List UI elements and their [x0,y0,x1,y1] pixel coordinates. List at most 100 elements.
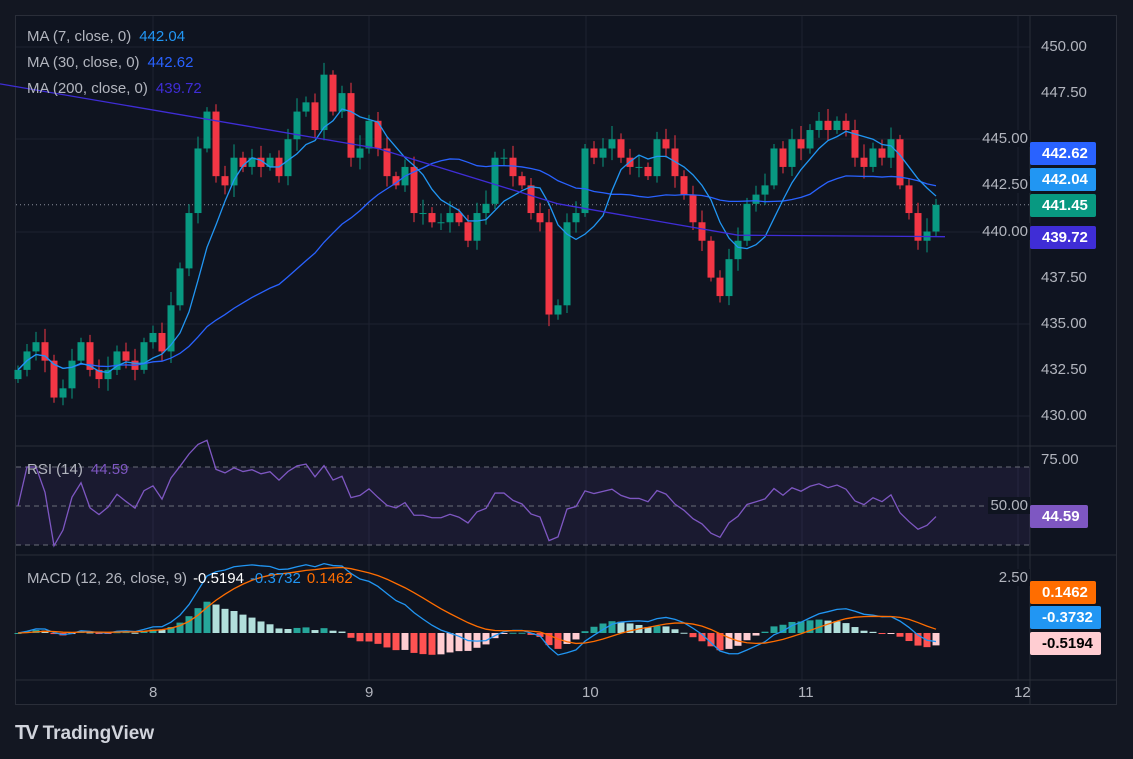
candle-body [509,157,517,177]
candle-body [473,213,481,241]
macd-histogram-bar [320,628,328,633]
candle-body [212,111,220,177]
ma30-price-tag: 442.62 [1030,142,1096,165]
candle-body [230,157,238,186]
candle-body [248,157,256,167]
macd-histogram-bar [914,633,922,646]
macd-histogram-bar [356,633,364,642]
candle-body [32,342,40,352]
candle-body [545,222,553,315]
candle-body [500,157,508,159]
candle-body [158,332,166,352]
macd-histogram-bar [662,626,670,633]
macd-histogram-bar [824,620,832,633]
candle-body [374,120,382,149]
candle-body [878,148,886,158]
candle-body [176,268,184,306]
macd-signal-tag: 0.1462 [1030,581,1096,604]
macd-histogram-bar [509,632,517,634]
legend-rsi[interactable]: RSI (14) 44.59 [27,461,128,478]
candle-body [185,213,193,269]
price-tick: 447.50 [1041,84,1087,102]
macd-histogram-bar [167,627,175,633]
legend-ma30[interactable]: MA (30, close, 0) 442.62 [27,54,193,71]
macd-histogram-bar [14,633,22,634]
macd-histogram-bar [419,633,427,655]
tradingview-logo[interactable]: TV TradingView [15,722,154,745]
macd-histogram-bar [329,630,337,633]
macd-histogram-bar [131,632,139,634]
legend-rsi-value: 44.59 [90,461,129,478]
candle-body [806,130,814,149]
ma7-price-tag: 442.04 [1030,168,1096,191]
candle-body [221,176,229,186]
candle-body [518,176,526,186]
ma200-price-tag: 439.72 [1030,226,1096,249]
candle-body [113,351,121,370]
candle-body [482,203,490,214]
macd-histogram-bar [617,621,625,633]
candle-body [905,185,913,214]
macd-histogram-bar [230,611,238,633]
ma200-line [0,83,946,238]
candle-body [239,157,247,167]
candle-body [302,102,310,112]
macd-histogram-bar [473,633,481,648]
candle-body [428,213,436,223]
macd-histogram-bar [212,604,220,633]
candle-body [140,342,148,370]
macd-histogram-bar [500,633,508,634]
macd-hist-tag: -0.5194 [1030,632,1101,655]
macd-histogram-bar [770,626,778,633]
candle-body [599,148,607,158]
candle-body [356,148,364,158]
macd-histogram-bar [437,633,445,655]
macd-histogram-bar [896,633,904,637]
candle-body [554,305,562,315]
macd-histogram-bar [869,631,877,633]
macd-histogram-bar [860,630,868,633]
candle-body [167,305,175,352]
candle-body [797,139,805,149]
legend-ma200[interactable]: MA (200, close, 0) 439.72 [27,80,202,97]
macd-histogram-bar [446,633,454,653]
macd-histogram-bar [545,633,553,646]
macd-tick: 2.50 [996,569,1030,586]
candle-body [320,74,328,131]
macd-histogram-bar [797,621,805,633]
macd-histogram-bar [653,625,661,633]
macd-histogram-bar [185,616,193,633]
candle-body [86,342,94,370]
candle-body [680,176,688,195]
macd-histogram-bar [788,621,796,633]
legend-ma7[interactable]: MA (7, close, 0) 442.04 [27,28,185,45]
macd-histogram-bar [572,633,580,640]
macd-histogram-bar [50,633,58,635]
macd-histogram-bar [95,633,103,634]
time-tick: 11 [798,684,814,701]
legend-ma200-label: MA (200, close, 0) [27,80,148,97]
brand-name: TradingView [42,722,155,744]
macd-histogram-bar [149,629,157,633]
candle-body [824,120,832,131]
rsi-value-tag: 44.59 [1030,505,1088,528]
macd-histogram-bar [158,630,166,633]
price-tick: 437.50 [1041,268,1087,286]
time-tick: 12 [1014,684,1031,701]
legend-macd[interactable]: MACD (12, 26, close, 9) -0.5194 -0.3732 0.1… [27,570,353,587]
macd-line [17,562,937,656]
candle-body [761,185,769,195]
legend-rsi-label: RSI (14) [27,461,83,478]
macd-histogram-bar [239,614,247,633]
macd-histogram-bar [698,633,706,642]
price-tick: 442.50 [980,176,1030,194]
candle-body [788,139,796,167]
macd-histogram-bar [293,627,301,633]
legend-macd-hist: -0.5194 [193,570,244,587]
candle-body [716,277,724,297]
candle-body [527,185,535,214]
candle-body [59,388,67,398]
candle-body [104,369,112,380]
candle-body [95,369,103,380]
